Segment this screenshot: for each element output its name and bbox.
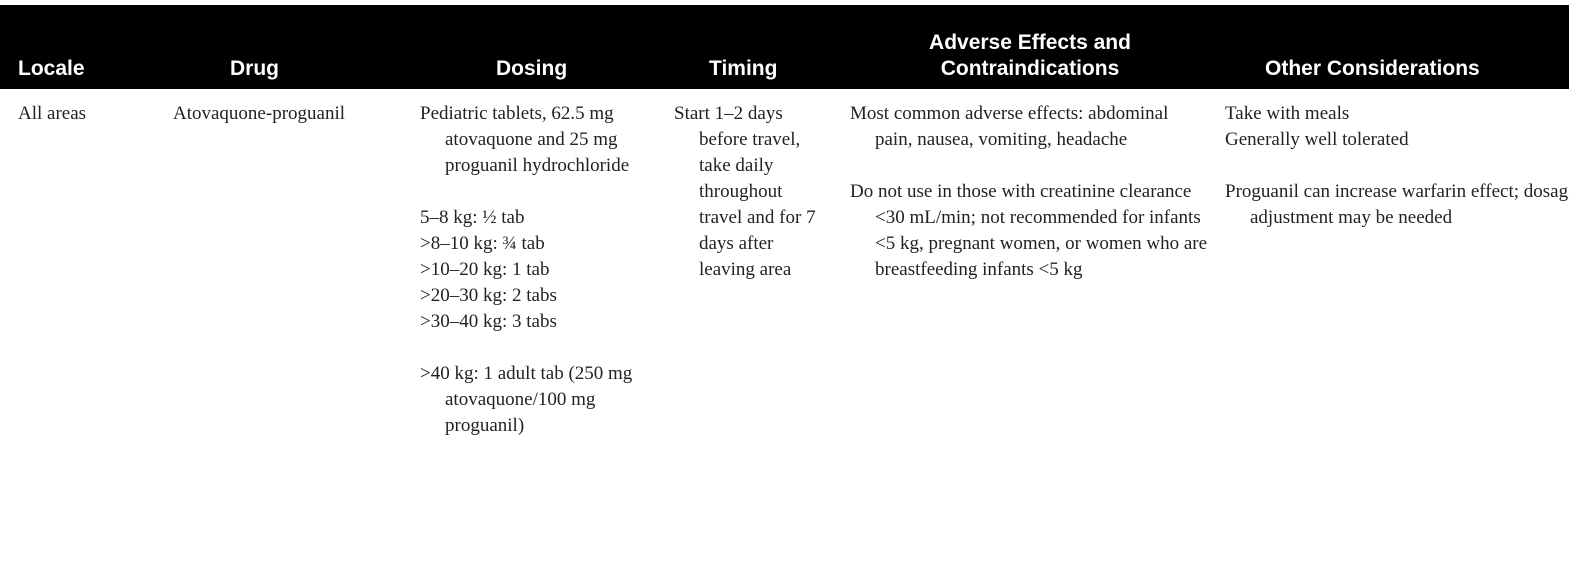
header-adverse-line2: Contraindications [940, 57, 1120, 80]
cell-dosing: Pediatric tablets, 62.5 mg atovaquone an… [420, 101, 660, 439]
other-warfarin: Proguanil can increase warfarin effect; … [1225, 181, 1569, 228]
dosing-intro: Pediatric tablets, 62.5 mg atovaquone an… [420, 103, 630, 176]
cell-adverse-effects: Most common adverse effects: abdominal p… [850, 101, 1210, 283]
cell-other-considerations: Take with meals Generally well tolerated… [1225, 101, 1569, 231]
header-adverse-effects: Adverse Effects and Contraindications [840, 30, 1220, 82]
adverse-contraindications: Do not use in those with creatinine clea… [850, 181, 1208, 280]
dose-line: >8–10 kg: ¾ tab [420, 233, 545, 254]
dose-line: >30–40 kg: 3 tabs [420, 311, 557, 332]
dose-line: >20–30 kg: 2 tabs [420, 285, 557, 306]
header-drug: Drug [230, 57, 279, 80]
header-timing: Timing [709, 57, 778, 80]
cell-drug: Atovaquone-proguanil [173, 103, 346, 124]
dose-line: 5–8 kg: ½ tab [420, 207, 525, 228]
dose-line: >10–20 kg: 1 tab [420, 259, 550, 280]
header-locale: Locale [18, 57, 85, 80]
header-adverse-line1: Adverse Effects and [929, 31, 1131, 54]
cell-timing: Start 1–2 days before travel, take daily… [674, 101, 834, 283]
dosing-adult: >40 kg: 1 adult tab (250 mg atovaquone/1… [420, 363, 633, 436]
table-header: Locale Drug Dosing Timing Adverse Effect… [0, 5, 1569, 89]
cell-locale: All areas [18, 103, 87, 124]
other-line: Take with meals [1225, 103, 1350, 124]
other-line: Generally well tolerated [1225, 129, 1409, 150]
header-dosing: Dosing [496, 57, 568, 80]
table-row: All areas Atovaquone-proguanil Pediatric… [0, 89, 1569, 559]
adverse-common: Most common adverse effects: abdominal p… [850, 103, 1169, 150]
header-other-considerations: Other Considerations [1265, 57, 1480, 80]
malaria-prophylaxis-table: Locale Drug Dosing Timing Adverse Effect… [0, 5, 1569, 559]
timing-text: Start 1–2 days before travel, take daily… [674, 103, 816, 280]
